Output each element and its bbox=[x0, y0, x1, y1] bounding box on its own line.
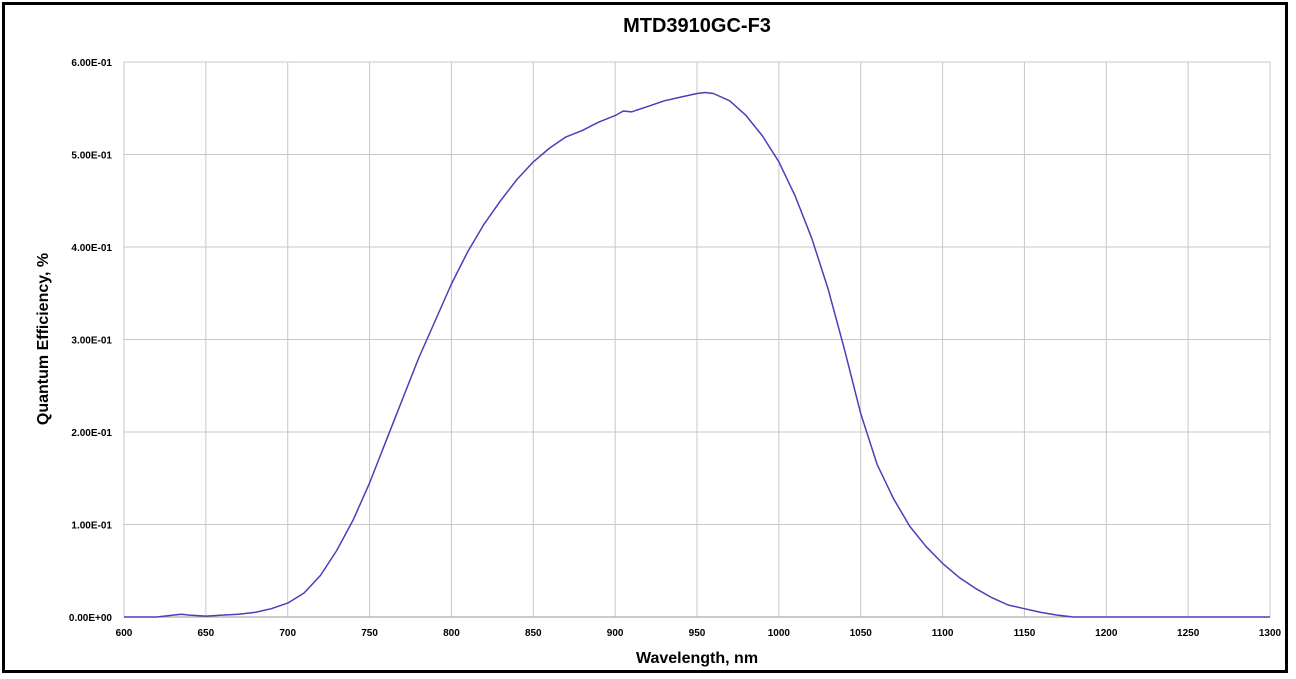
x-tick-label: 650 bbox=[198, 628, 215, 639]
series-group bbox=[124, 91, 1270, 618]
y-tick-label: 5.00E-01 bbox=[71, 151, 112, 162]
y-axis-ticks: 0.00E+00 1.00E-01 2.00E-01 3.00E-01 4.00E-01… bbox=[69, 58, 113, 624]
x-tick-label: 800 bbox=[443, 628, 460, 639]
x-tick-label: 1200 bbox=[1095, 628, 1118, 639]
grid bbox=[123, 61, 1271, 618]
y-axis-label: Quantum Efficiency, % bbox=[35, 253, 52, 425]
x-tick-label: 1250 bbox=[1177, 628, 1200, 639]
chart-title: MTD3910GC-F3 bbox=[623, 15, 771, 37]
x-tick-label: 850 bbox=[525, 628, 542, 639]
x-axis-label: Wavelength, nm bbox=[636, 650, 758, 667]
x-tick-label: 1300 bbox=[1259, 628, 1282, 639]
x-tick-label: 600 bbox=[116, 628, 133, 639]
y-tick-label: 1.00E-01 bbox=[71, 521, 112, 532]
y-tick-label: 0.00E+00 bbox=[69, 613, 113, 624]
x-tick-label: 1100 bbox=[932, 628, 954, 639]
x-tick-label: 950 bbox=[689, 628, 706, 639]
x-tick-label: 1150 bbox=[1014, 628, 1036, 639]
x-tick-label: 1050 bbox=[850, 628, 873, 639]
x-tick-label: 900 bbox=[607, 628, 624, 639]
x-tick-label: 700 bbox=[279, 628, 296, 639]
x-tick-label: 1000 bbox=[768, 628, 791, 639]
y-tick-label: 6.00E-01 bbox=[71, 58, 112, 69]
qe-series-line bbox=[124, 91, 1270, 618]
y-tick-label: 3.00E-01 bbox=[71, 336, 112, 347]
y-tick-label: 4.00E-01 bbox=[71, 243, 112, 254]
x-axis-ticks: 600 650 700 750 800 850 900 950 1000 1050 1100 1150… bbox=[116, 628, 1282, 639]
x-tick-label: 750 bbox=[361, 628, 378, 639]
y-tick-label: 2.00E-01 bbox=[71, 428, 112, 439]
